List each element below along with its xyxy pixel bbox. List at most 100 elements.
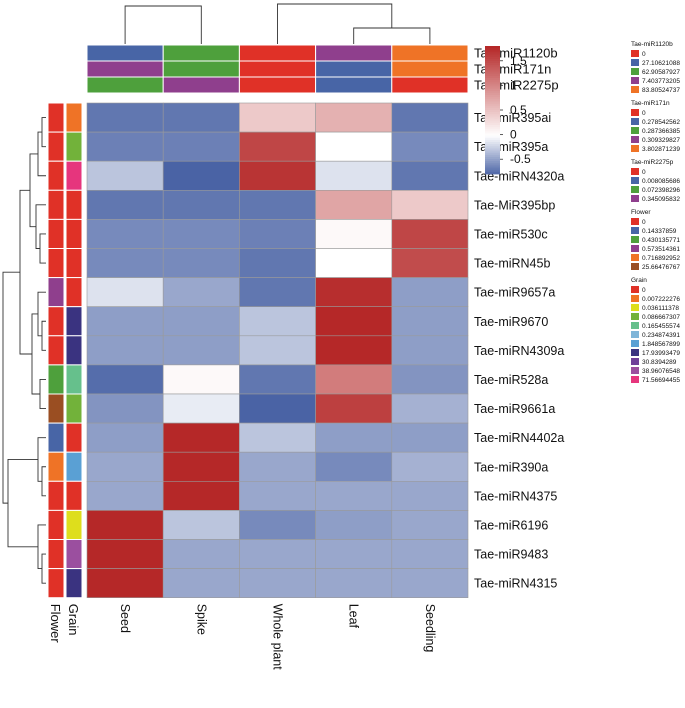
legend-swatch: [631, 227, 639, 234]
legend-swatch: [631, 349, 639, 356]
dendrogram-link: [35, 204, 46, 249]
color-scale-swatch: [485, 118, 500, 122]
row-label: Tae-miR9657a: [474, 286, 555, 300]
legend-item-label: 0.573514361: [642, 246, 680, 253]
legend-swatch: [631, 218, 639, 225]
color-scale-swatch: [485, 161, 500, 164]
color-scale-swatch: [485, 137, 500, 141]
color-scale-tick-label: 0: [510, 128, 517, 142]
heatmap-cell: [315, 190, 393, 220]
row-annotation-cell: [47, 335, 65, 366]
color-scale-swatch: [485, 69, 500, 72]
column-annotation-cell: [315, 76, 393, 94]
column-annotation-cell: [238, 60, 317, 78]
heatmap-cell: [162, 190, 240, 220]
heatmap-cell: [162, 539, 240, 569]
heatmap-cell: [315, 510, 393, 540]
row-annotation-cell: [47, 277, 65, 308]
color-scale-swatch: [485, 56, 500, 60]
column-annotation-cell: [86, 76, 164, 94]
heatmap-cell: [391, 451, 469, 482]
column-label: Leaf: [347, 604, 361, 629]
heatmap-cell: [86, 102, 164, 133]
color-scale-swatch: [485, 84, 500, 87]
color-scale-swatch: [485, 48, 500, 51]
legend-item-label: 0.086667307: [642, 314, 680, 321]
heatmap-cell: [239, 131, 316, 162]
row-annotation-cell: [65, 451, 83, 482]
row-annotation-cell: [65, 335, 83, 366]
heatmap-cell: [391, 364, 469, 395]
heatmap-cell: [391, 335, 469, 366]
legend-title: Tae-miR2275p: [631, 159, 674, 166]
color-scale-swatch: [485, 67, 500, 70]
heatmap-cell: [315, 277, 393, 308]
color-scale-swatch: [485, 99, 500, 102]
color-scale-swatch: [485, 167, 500, 171]
heatmap-cell: [315, 248, 393, 278]
legend-swatch: [631, 186, 639, 193]
color-scale-tick-label: 1.5: [510, 54, 527, 68]
legend-item-label: 27.10621088: [642, 60, 680, 67]
heatmap-cell: [162, 306, 240, 337]
heatmap-cell: [239, 219, 316, 249]
legend-swatch: [631, 145, 639, 152]
heatmap-cell: [86, 219, 164, 249]
row-annotation-cell: [47, 480, 65, 511]
heatmap-cell: [239, 277, 316, 308]
legend-title: Tae-miR171n: [631, 100, 670, 107]
row-annotation-cell: [65, 102, 83, 133]
row-label: Tae-MiR395bp: [474, 198, 555, 212]
legend-item-label: 0: [642, 110, 646, 117]
color-scale-swatch: [485, 112, 500, 115]
row-annotation-cell: [65, 568, 83, 599]
color-scale-swatch: [485, 120, 500, 124]
legend-item-label: 0: [642, 219, 646, 226]
dendrogram-link: [39, 379, 46, 409]
legend-swatch: [631, 376, 639, 383]
heatmap-cell: [162, 510, 240, 540]
color-scale-swatch: [485, 86, 500, 90]
row-annotation-cell: [65, 277, 83, 308]
legend-swatch: [631, 195, 639, 202]
heatmap-cell: [162, 393, 240, 424]
color-scale-swatch: [485, 90, 500, 94]
legend-item-label: 0.007222276: [642, 296, 680, 303]
heatmap-cell: [239, 422, 316, 453]
color-scale-swatch: [485, 103, 500, 107]
dendrogram-link: [277, 3, 393, 44]
heatmap-cell: [239, 480, 316, 511]
legend-swatch: [631, 59, 639, 66]
row-annotation-cell: [65, 248, 83, 279]
row-annotation-cell: [47, 218, 65, 249]
dendrogram-link: [2, 271, 20, 504]
column-labels: Seed Spike Whole plant Leaf Seedling: [118, 604, 437, 671]
legend-swatch: [631, 322, 639, 329]
color-scale-swatch: [485, 50, 500, 53]
row-label: Tae-miRN4375: [474, 489, 557, 503]
legend-item-label: 0: [642, 287, 646, 294]
legend-item-label: 0.14337859: [642, 228, 677, 235]
heatmap-cell: [86, 568, 164, 598]
column-annotation-cell: [238, 76, 317, 94]
column-annotation-cell: [238, 44, 317, 62]
heatmap-cell: [391, 539, 469, 569]
color-scale-swatch: [485, 131, 500, 134]
row-annotation-cell: [65, 480, 83, 511]
color-scale-swatch: [485, 95, 500, 98]
heatmap-cell: [239, 335, 316, 366]
heatmap-cell: [315, 451, 393, 482]
row-annotation-label: Grain: [66, 604, 81, 636]
legend-item-label: 3.802871239: [642, 146, 680, 153]
color-scale-tick-label: -0.5: [510, 152, 531, 166]
legend-item-label: 0.430135771: [642, 237, 680, 244]
color-scale-swatch: [485, 146, 500, 149]
heatmap-cell: [391, 131, 469, 162]
legend-item-label: 0.345095832: [642, 196, 680, 203]
legend-swatch: [631, 136, 639, 143]
color-scale-swatch: [485, 133, 500, 136]
legend-swatch: [631, 177, 639, 184]
column-annotation-cell: [391, 44, 469, 62]
legend-swatch: [631, 313, 639, 320]
